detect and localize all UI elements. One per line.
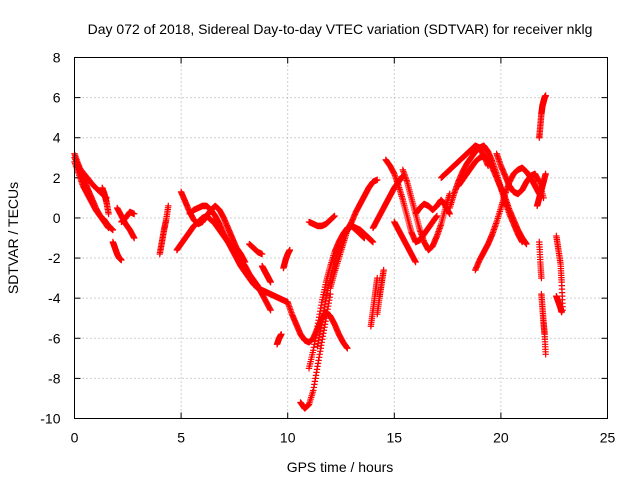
- series-trace-35: [536, 92, 549, 141]
- x-tick-label: 10: [280, 430, 296, 446]
- data-point: [374, 176, 381, 184]
- series-trace-10: [177, 188, 249, 266]
- data-point: [542, 351, 549, 358]
- x-tick-label: 5: [177, 430, 185, 446]
- data-point: [412, 258, 419, 266]
- series-trace-20: [327, 176, 381, 292]
- data-point: [109, 226, 117, 234]
- y-tick-label: 4: [53, 130, 61, 146]
- data-point: [538, 274, 545, 282]
- data-point: [446, 210, 453, 218]
- x-tick-label: 25: [600, 430, 616, 446]
- data-point: [278, 331, 285, 338]
- data-points: [71, 92, 566, 412]
- data-point: [241, 258, 249, 266]
- series-trace-28: [391, 218, 419, 266]
- series-trace-30: [438, 142, 492, 182]
- series-trace-37: [533, 170, 549, 210]
- series-trace-25: [369, 172, 407, 232]
- data-point: [344, 345, 351, 352]
- y-tick-label: 6: [53, 90, 61, 106]
- y-tick-label: -4: [48, 290, 61, 306]
- x-tick-label: 20: [493, 430, 509, 446]
- data-point: [374, 274, 381, 282]
- series-trace-24: [374, 266, 387, 318]
- series-trace-13: [246, 240, 266, 258]
- series-trace-34: [493, 150, 547, 202]
- y-tick-label: -6: [48, 330, 61, 346]
- data-point: [380, 266, 387, 274]
- series-trace-29: [412, 196, 453, 218]
- y-tick-label: 8: [53, 50, 61, 66]
- series-trace-39: [553, 232, 566, 314]
- data-point: [118, 256, 125, 264]
- series-trace-38: [536, 238, 545, 282]
- data-point: [267, 278, 274, 286]
- data-point: [258, 250, 266, 258]
- y-tick-label: -10: [40, 411, 60, 427]
- data-point: [267, 307, 274, 314]
- series-trace-27: [399, 166, 453, 254]
- y-tick-label: -2: [48, 250, 61, 266]
- data-point: [105, 210, 112, 218]
- series-trace-14: [273, 331, 285, 348]
- data-point: [558, 309, 565, 316]
- series-trace-5: [109, 238, 125, 264]
- y-axis-label: SDTVAR / TECUs: [5, 182, 21, 294]
- series-trace-32: [455, 152, 530, 248]
- x-axis-label: GPS time / hours: [287, 459, 394, 475]
- series-trace-11: [186, 202, 291, 306]
- x-tick-label: 0: [71, 430, 79, 446]
- data-point: [130, 210, 138, 218]
- plot-frame: [74, 57, 608, 419]
- x-tick-label: 15: [387, 430, 403, 446]
- series-trace-6: [113, 204, 138, 242]
- series-trace-40: [553, 292, 565, 316]
- series-trace-17: [297, 290, 334, 412]
- grid: [74, 57, 608, 419]
- data-point: [286, 246, 294, 254]
- series-trace-7: [118, 208, 138, 226]
- data-point: [369, 238, 377, 246]
- data-point: [331, 212, 338, 220]
- data-point: [523, 240, 530, 248]
- series-trace-12: [258, 262, 274, 286]
- data-point: [361, 234, 368, 242]
- series-trace-36: [538, 290, 549, 358]
- axis-ticks: 0 5 10 15 20 25 -10 -8 -6 -4 -2 0 2 4 6 8: [40, 50, 615, 446]
- series-trace-15: [280, 246, 294, 272]
- y-tick-label: 0: [53, 210, 61, 226]
- chart-title: Day 072 of 2018, Sidereal Day-to-day VTE…: [88, 21, 593, 37]
- data-point: [542, 92, 549, 99]
- data-point: [130, 234, 138, 242]
- y-tick-label: -8: [48, 370, 61, 386]
- series-trace-8: [156, 202, 172, 258]
- data-point: [327, 290, 334, 298]
- data-point: [165, 202, 172, 210]
- y-tick-label: 2: [53, 170, 61, 186]
- data-point: [433, 212, 441, 220]
- series-trace-4: [99, 184, 112, 218]
- series-trace-21: [305, 212, 338, 230]
- data-point: [542, 170, 549, 178]
- series-trace-22: [339, 222, 368, 242]
